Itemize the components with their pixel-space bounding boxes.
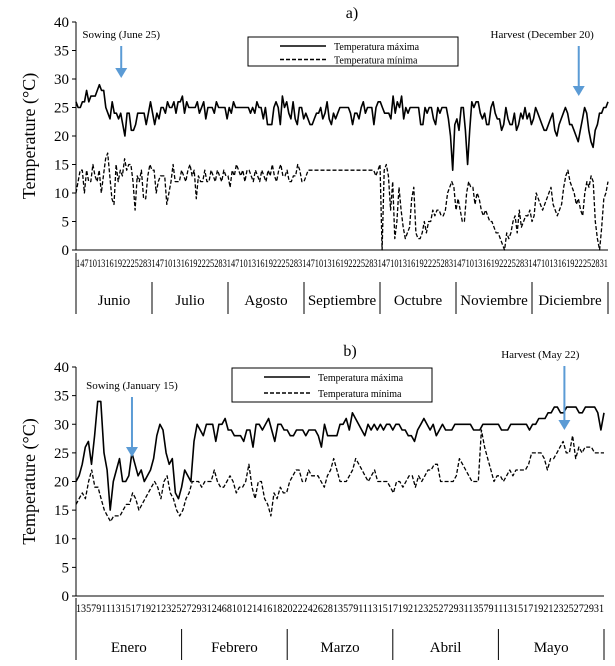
month-label: Julio [175, 293, 204, 309]
legend-box [231, 367, 433, 403]
month-label: Marzo [320, 640, 359, 656]
month-label: Agosto [244, 293, 287, 309]
month-label: Octubre [394, 293, 443, 309]
legend-box [247, 36, 459, 67]
y-tick-label: 30 [54, 72, 69, 88]
annotation-label: Harvest (May 22) [501, 349, 580, 361]
month-label: Mayo [534, 640, 569, 656]
y-tick-label: 25 [54, 101, 69, 117]
y-tick-label: 10 [54, 532, 69, 548]
annotation-label: Sowing (June 25) [82, 29, 160, 41]
y-axis-label: Temperature (°C) [19, 73, 40, 199]
series-line-max [75, 83, 609, 171]
x-tick-labels: 1357911131517192123252729312468101214161… [76, 601, 604, 615]
y-tick-label: 20 [54, 475, 69, 491]
annotation-arrow-head [115, 68, 128, 78]
x-tick-labels: 1471013161922252831471013161922252831471… [76, 256, 608, 270]
y-tick-label: 0 [62, 243, 70, 259]
legend-label: Temperatura mínima [334, 56, 418, 67]
annotation-label: Harvest (December 20) [491, 29, 595, 41]
y-tick-label: 35 [54, 389, 69, 405]
y-tick-label: 5 [62, 560, 70, 576]
legend-label: Temperatura mínima [318, 389, 402, 400]
month-label: Febrero [211, 640, 258, 656]
panel-label: b) [343, 343, 356, 360]
y-tick-label: 5 [62, 215, 70, 231]
annotation-arrow-head [558, 420, 571, 430]
month-label: Septiembre [308, 293, 377, 309]
legend-label: Temperatura máxima [318, 373, 404, 384]
chart-panel-a: a) 0 5 10 15 20 25 30 35 40 Temperature (°C) 147101… [19, 5, 609, 314]
y-tick-label: 25 [54, 446, 69, 462]
series-line-max [75, 400, 605, 511]
panel-label: a) [346, 5, 358, 22]
y-tick-label: 20 [54, 129, 69, 145]
month-label: Junio [98, 293, 131, 309]
chart-panel-b: b) 0 5 10 15 20 25 30 35 40 Temperature (°C) 135791… [19, 343, 605, 660]
series-line-min [75, 152, 609, 251]
annotation-arrow-head [125, 447, 138, 457]
y-tick-label: 40 [54, 15, 69, 31]
y-tick-label: 35 [54, 44, 69, 60]
month-label: Enero [111, 640, 147, 656]
annotation-arrow-head [572, 86, 585, 96]
month-label: Diciembre [538, 293, 602, 309]
y-tick-label: 30 [54, 417, 69, 433]
y-tick-label: 40 [54, 360, 69, 376]
y-tick-label: 0 [62, 589, 70, 605]
month-label: Abril [430, 640, 462, 656]
series-line-min [75, 429, 604, 523]
y-axis-label: Temperature (°C) [19, 418, 40, 544]
legend-label: Temperatura máxima [334, 42, 420, 53]
month-label: Noviembre [460, 293, 528, 309]
y-tick-label: 10 [54, 186, 69, 202]
annotation-label: Sowing (January 15) [86, 380, 178, 392]
y-tick-label: 15 [54, 503, 69, 519]
y-tick-label: 15 [54, 158, 69, 174]
